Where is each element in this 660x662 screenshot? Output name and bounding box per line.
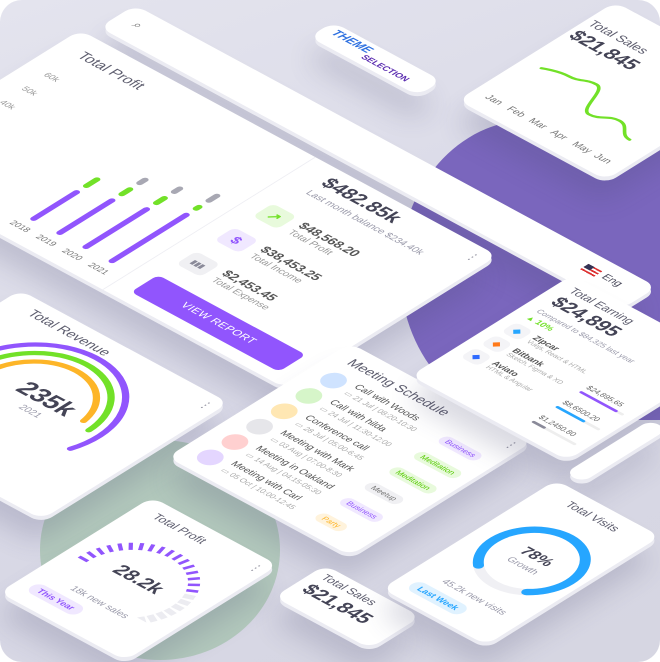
trending-up-icon: ↗ [252, 203, 298, 230]
more-options-icon[interactable]: ⋮ [500, 438, 522, 452]
gauge-tick [177, 598, 192, 606]
avatar [216, 431, 254, 454]
gauge-tick [181, 593, 197, 601]
visits-progress [472, 526, 591, 596]
month-label: Apr [547, 128, 570, 142]
theme-selection-logo: THEME SELECTION [309, 22, 442, 96]
us-flag-icon [579, 263, 603, 278]
meeting-tag[interactable]: Meetup [361, 480, 407, 506]
gauge-tick [95, 614, 108, 623]
bar-chart-icon: ▮▮▮ [175, 251, 221, 277]
visits-ring-chart [472, 526, 591, 596]
total-visits-card: Total Visits 78% Growth 45.2k new visits… [381, 480, 660, 646]
gauge-tick [185, 589, 199, 593]
meeting-tag[interactable]: Business [435, 434, 486, 463]
zipcar-icon: ◆ [500, 321, 534, 341]
total-sales-line-card: Total Sales $21,845 Jan Feb Mar Apr May Jun [457, 2, 660, 180]
aviato-icon: ◆ [460, 347, 493, 367]
month-label: Mar [525, 116, 550, 131]
gauge-tick [137, 616, 147, 625]
gauge-tick [106, 544, 114, 553]
meeting-tag[interactable]: Business [336, 496, 387, 524]
gauge-tick [127, 617, 136, 625]
avatar [289, 384, 328, 407]
gauge-tick [86, 551, 97, 559]
meeting-tag[interactable]: Meditation [386, 465, 440, 496]
gauge-tick [177, 558, 190, 565]
month-label: Jun [590, 152, 614, 166]
gauge-tick [117, 543, 124, 551]
icon-glyph: ▮▮▮ [188, 258, 208, 270]
search-icon[interactable]: ⌕ [128, 19, 148, 31]
total-revenue-card: Total Revenue ⋮ 235k 2021 [0, 290, 229, 520]
profit-gauge [77, 542, 201, 625]
bar-segment [204, 192, 223, 204]
revenue-ring [0, 342, 130, 458]
y-tick-label: 60k [41, 71, 63, 84]
gauge-tick [187, 577, 201, 581]
gauge-tick [95, 547, 106, 555]
year-label: 2019 [33, 232, 60, 248]
gauge-tick [185, 570, 199, 576]
gauge-tick [156, 546, 166, 554]
meeting-tag[interactable]: Meditation [410, 450, 465, 480]
month-label: Feb [503, 105, 528, 120]
bar-segment [107, 212, 192, 265]
more-options-icon[interactable]: ⋮ [461, 250, 483, 264]
bar-segment [81, 176, 102, 189]
gauge-tick [170, 603, 185, 612]
view-report-button[interactable]: VIEW REPORT [130, 274, 306, 372]
gauge-tick [147, 544, 156, 552]
icon-glyph: ↗ [263, 209, 288, 224]
y-tick-label: 40k [0, 98, 19, 111]
gauge-tick [155, 611, 168, 620]
gauge-tick [182, 564, 196, 570]
sales-line-chart [539, 67, 632, 141]
language-label[interactable]: Eng [598, 272, 626, 289]
gauge-tick [128, 542, 133, 550]
gauge-tick [187, 583, 201, 587]
revenue-ring-chart [0, 342, 130, 458]
year-label: 2021 [85, 261, 112, 276]
month-label: Jan [481, 93, 506, 107]
dollar-icon: $ [214, 227, 259, 254]
gauge-tick [164, 549, 176, 557]
bar-segment [190, 203, 205, 212]
gauge-tick [105, 616, 117, 625]
revenue-ring [0, 350, 115, 449]
total-profit-gauge-card: Total Profit ⋮ 28.2k 18k new sales This … [0, 497, 279, 661]
gauge-tick [146, 614, 158, 623]
revenue-ring [0, 359, 101, 441]
y-tick-label: 50k [19, 84, 41, 97]
more-options-icon[interactable]: ⋮ [194, 398, 216, 412]
meeting-tag[interactable]: Party [312, 511, 350, 533]
bar-segment [169, 185, 185, 195]
bar-segment [28, 189, 82, 222]
gauge-tick [163, 607, 177, 616]
bitbank-icon: ◆ [480, 334, 514, 354]
logo-line1: THEME [328, 27, 377, 55]
bar-segment [116, 186, 135, 198]
year-label: 2020 [59, 247, 86, 262]
gauge-tick [138, 542, 145, 551]
year-label: 2018 [7, 218, 34, 234]
avatar [191, 446, 230, 469]
avatar [240, 415, 279, 438]
icon-glyph: $ [226, 234, 247, 247]
avatar [314, 369, 353, 392]
bar-segment [151, 195, 170, 206]
card-title: Total Profit [72, 49, 149, 93]
avatar [265, 400, 304, 423]
sales-line [539, 67, 632, 141]
gauge-tick [171, 553, 184, 561]
gauge-tick [77, 555, 90, 563]
bar-segment [134, 176, 150, 187]
logo-line2: SELECTION [358, 53, 413, 83]
